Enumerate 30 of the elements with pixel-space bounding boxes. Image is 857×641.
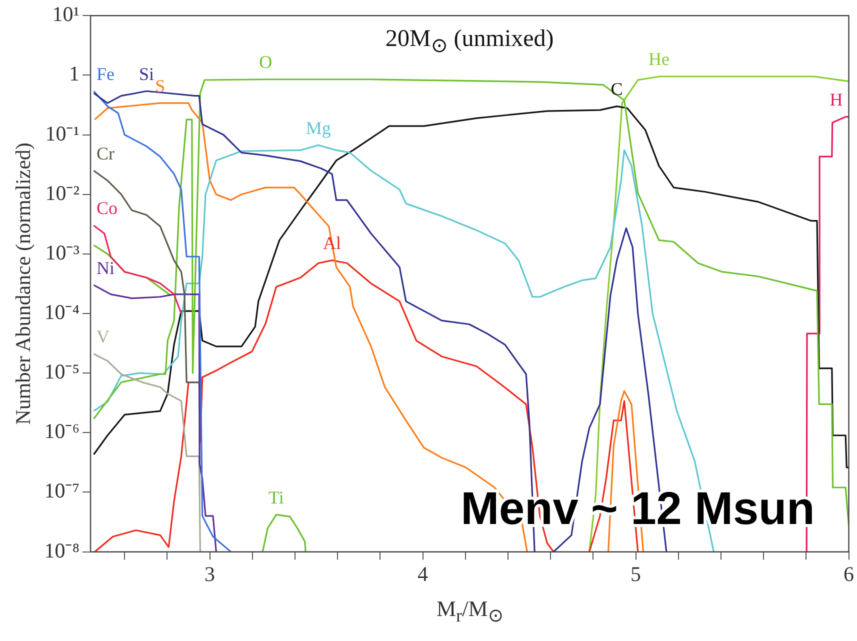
x-tick-label: 4	[418, 562, 429, 586]
y-tick-label: 1	[69, 62, 80, 86]
y-tick-label: 10¹	[52, 2, 80, 26]
y-tick-label: 10⁻⁷	[44, 478, 80, 503]
series-label: O	[259, 52, 272, 72]
y-tick-label: 10⁻⁸	[44, 538, 80, 562]
series-label: Si	[139, 64, 154, 84]
y-tick-label: 10⁻¹	[45, 121, 80, 146]
series-label: He	[648, 49, 670, 70]
x-axis-title: M$_{r}$/M$_{⊙}$	[436, 596, 503, 626]
series-label: H	[830, 90, 843, 110]
text: 20M$_{⊙}$ (unmixed)	[385, 26, 554, 58]
y-tick-label: 10⁻⁵	[44, 360, 80, 384]
series-label: Fe	[96, 64, 115, 84]
series-label: Co	[96, 198, 118, 218]
y-tick-label: 10⁻²	[45, 180, 80, 205]
series-label: Ti	[268, 487, 284, 508]
x-tick-label: 6	[844, 562, 854, 586]
series-label: V	[96, 326, 110, 347]
x-tick-label: 5	[630, 562, 642, 586]
series-label: C	[610, 79, 623, 100]
series-label: Cr	[96, 143, 115, 164]
series-label: Mg	[306, 118, 331, 138]
y-tick-label: 10⁻⁶	[44, 419, 80, 444]
y-tick-label: 10⁻³	[45, 240, 80, 264]
x-tick-label: 3	[204, 562, 216, 586]
series-label: S	[155, 76, 166, 96]
y-tick-label: 10⁻⁴	[44, 300, 80, 324]
series-label: Ni	[96, 258, 115, 278]
y-axis-title: Number Abundance (normalized)	[11, 142, 36, 425]
